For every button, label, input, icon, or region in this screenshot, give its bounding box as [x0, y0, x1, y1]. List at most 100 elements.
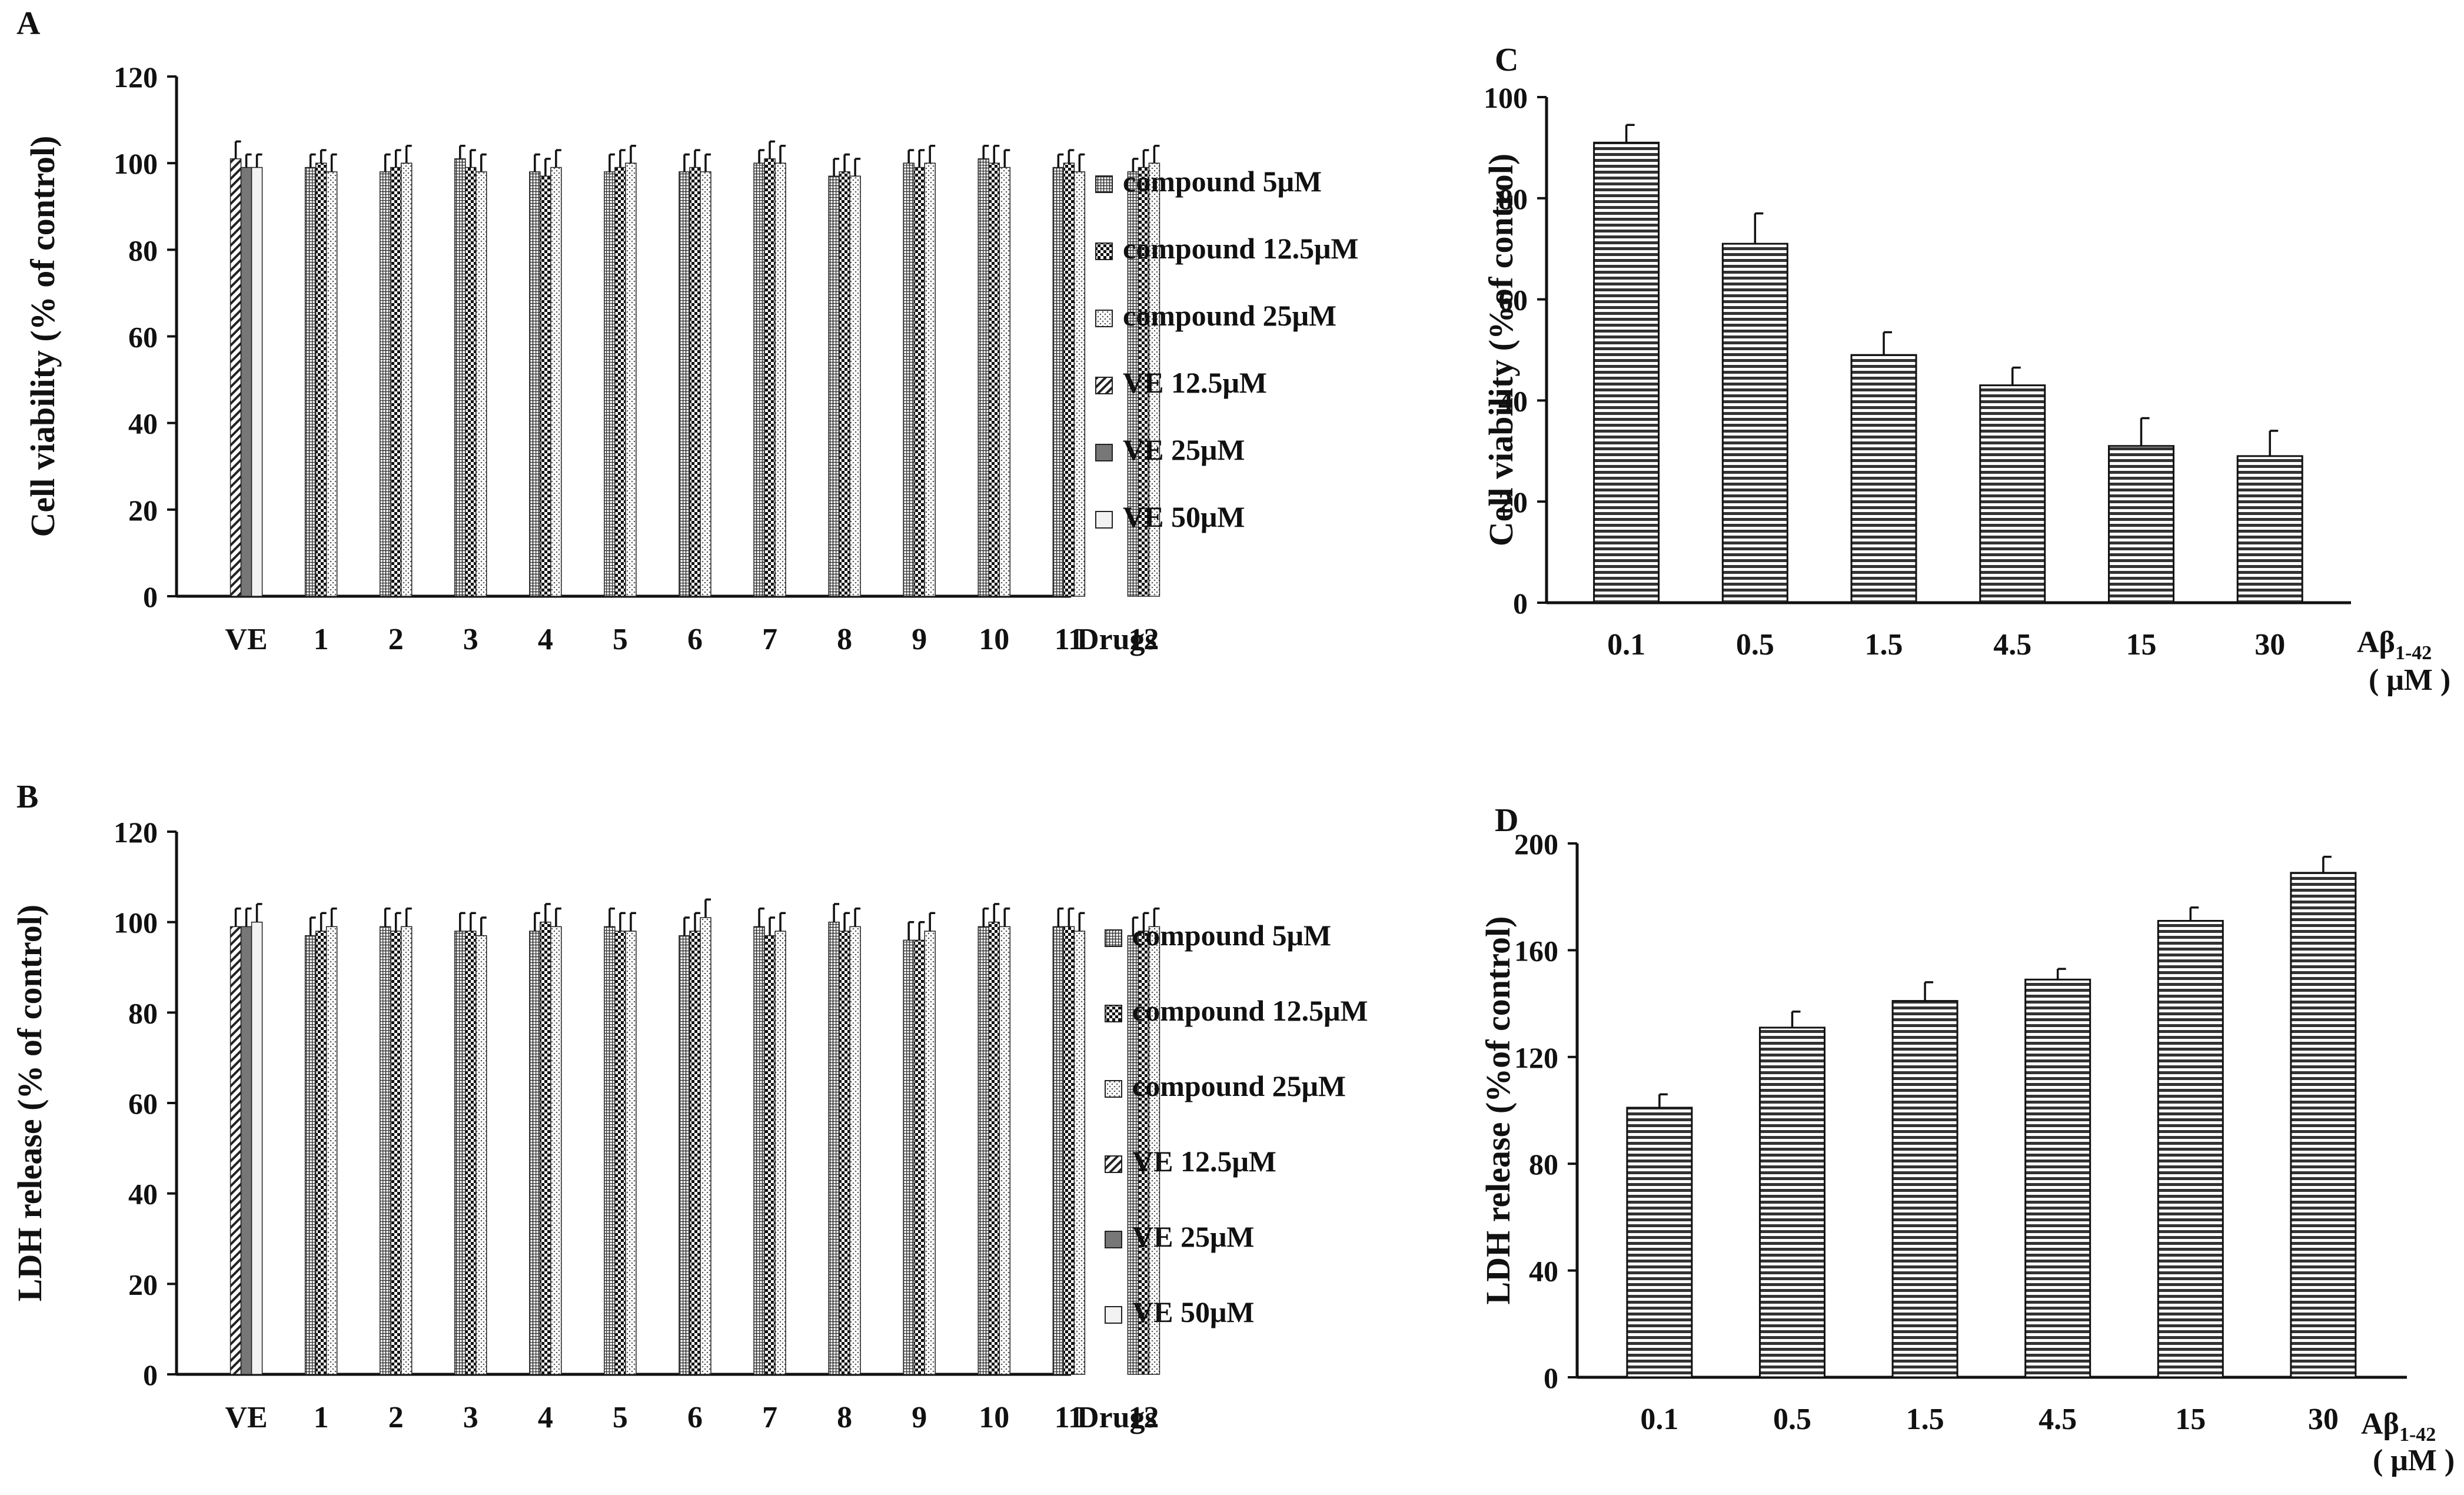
- bar: [240, 926, 252, 1375]
- y-tick-label: 40: [1498, 384, 1528, 417]
- x-tick-label: 3: [463, 623, 478, 656]
- bar: [988, 921, 1000, 1375]
- bar: [529, 171, 541, 597]
- x-tick-label: 5: [613, 623, 628, 656]
- bar: [625, 162, 637, 597]
- y-tick-label: 20: [1498, 486, 1528, 519]
- x-axis-label: Aβ1-42: [2357, 626, 2432, 664]
- bar: [689, 931, 701, 1375]
- x-tick-label: 30: [2254, 628, 2285, 662]
- legend-label: compound 12.5μM: [1123, 232, 1359, 265]
- bar: [700, 171, 711, 597]
- bar: [2157, 920, 2224, 1378]
- bar: [475, 935, 487, 1375]
- bar: [1063, 162, 1075, 597]
- y-tick-label: 120: [114, 816, 158, 849]
- y-tick-label: 80: [1498, 182, 1528, 215]
- bar: [614, 931, 626, 1375]
- x-tick-label: 30: [2308, 1403, 2339, 1436]
- x-tick-label: 6: [687, 623, 703, 656]
- x-tick-label: 1.5: [1906, 1403, 1944, 1436]
- bar: [614, 167, 626, 597]
- bar: [1073, 931, 1086, 1375]
- y-tick-label: 80: [1529, 1148, 1558, 1181]
- y-tick-label: 40: [128, 1178, 158, 1211]
- bar: [679, 171, 690, 597]
- bar: [689, 167, 701, 597]
- bar: [304, 935, 317, 1375]
- bar: [1052, 167, 1065, 597]
- bar: [604, 171, 616, 597]
- x-tick-label: 11: [1055, 1401, 1083, 1434]
- legend-label: VE 50μM: [1123, 500, 1245, 533]
- legend-swatch: [1105, 1231, 1122, 1248]
- bar: [550, 167, 562, 597]
- panel-a: A 0 20 40 60 80 100 120 Cell viability (% of con…: [16, 5, 1359, 656]
- legend-swatch: [1095, 444, 1113, 461]
- bar: [903, 939, 915, 1375]
- panel-letter: B: [16, 779, 38, 815]
- x-tick-label: 2: [388, 1401, 404, 1434]
- bar: [1758, 1026, 1825, 1378]
- panel-b: B 0 20 40 60 80 100 120 LDH release (% of contro…: [11, 779, 1368, 1434]
- y-tick-label: 100: [1484, 81, 1528, 114]
- x-tick-label: 1: [314, 1401, 329, 1434]
- x-tick-label: 1.5: [1865, 628, 1903, 662]
- legend-label: VE 50μM: [1132, 1295, 1255, 1328]
- bar: [839, 171, 850, 597]
- bar: [454, 158, 466, 597]
- x-axis-label-main: Aβ: [2357, 626, 2395, 659]
- bar: [849, 926, 861, 1375]
- bar: [1626, 1107, 1693, 1378]
- y-tick-label: 40: [128, 407, 158, 440]
- bar: [913, 939, 925, 1375]
- y-tick-label: 0: [1513, 587, 1528, 620]
- bar: [1850, 354, 1917, 604]
- legend-label: VE 12.5μM: [1132, 1145, 1276, 1178]
- x-tick-label: 11: [1055, 623, 1083, 656]
- bar: [315, 162, 327, 597]
- bar: [999, 167, 1011, 597]
- bar: [529, 931, 541, 1375]
- legend-swatch: [1105, 1155, 1122, 1173]
- bar: [2024, 978, 2091, 1378]
- legend-label: compound 25μM: [1123, 299, 1336, 332]
- bar: [828, 175, 840, 597]
- y-tick-label: 20: [128, 494, 158, 527]
- x-tick-label: VE: [225, 1401, 267, 1434]
- x-axis-label-main: Aβ: [2361, 1407, 2399, 1441]
- bar: [540, 921, 551, 1375]
- x-axis-label: Drugs: [1077, 1401, 1157, 1434]
- bar: [465, 167, 477, 597]
- bar: [988, 162, 1000, 597]
- bar: [475, 171, 487, 597]
- legend-swatch: [1095, 511, 1113, 529]
- x-axis-unit: ( μM ): [2373, 1444, 2455, 1477]
- bar: [753, 162, 765, 597]
- x-tick-label: 0.5: [1736, 628, 1774, 662]
- bar: [540, 175, 551, 597]
- x-tick-label: 9: [912, 1401, 927, 1434]
- y-axis-label: LDH release (% of control): [11, 905, 49, 1301]
- bar: [774, 162, 786, 597]
- legend-swatch: [1095, 175, 1113, 193]
- x-tick-label: 7: [762, 623, 777, 656]
- bar: [839, 931, 850, 1375]
- x-axis-label: Drugs: [1077, 623, 1157, 656]
- y-tick-label: 80: [128, 996, 158, 1029]
- y-tick-label: 100: [114, 147, 158, 180]
- y-tick-label: 0: [1544, 1361, 1558, 1394]
- x-tick-label: 1: [314, 623, 329, 656]
- x-tick-label: 8: [837, 1401, 852, 1434]
- y-tick-label: 60: [128, 321, 158, 354]
- y-tick-label: 100: [114, 906, 158, 939]
- bar: [1073, 171, 1086, 597]
- bar: [999, 926, 1011, 1375]
- bar: [625, 931, 637, 1375]
- y-tick-label: 60: [1498, 284, 1528, 317]
- x-tick-label: 2: [388, 623, 404, 656]
- panel-c: C 0 20 40 60 80 100 Cell viability (%of control…: [1482, 42, 2450, 697]
- bar: [251, 167, 263, 597]
- bar: [1979, 384, 2046, 604]
- bar: [1891, 1000, 1958, 1378]
